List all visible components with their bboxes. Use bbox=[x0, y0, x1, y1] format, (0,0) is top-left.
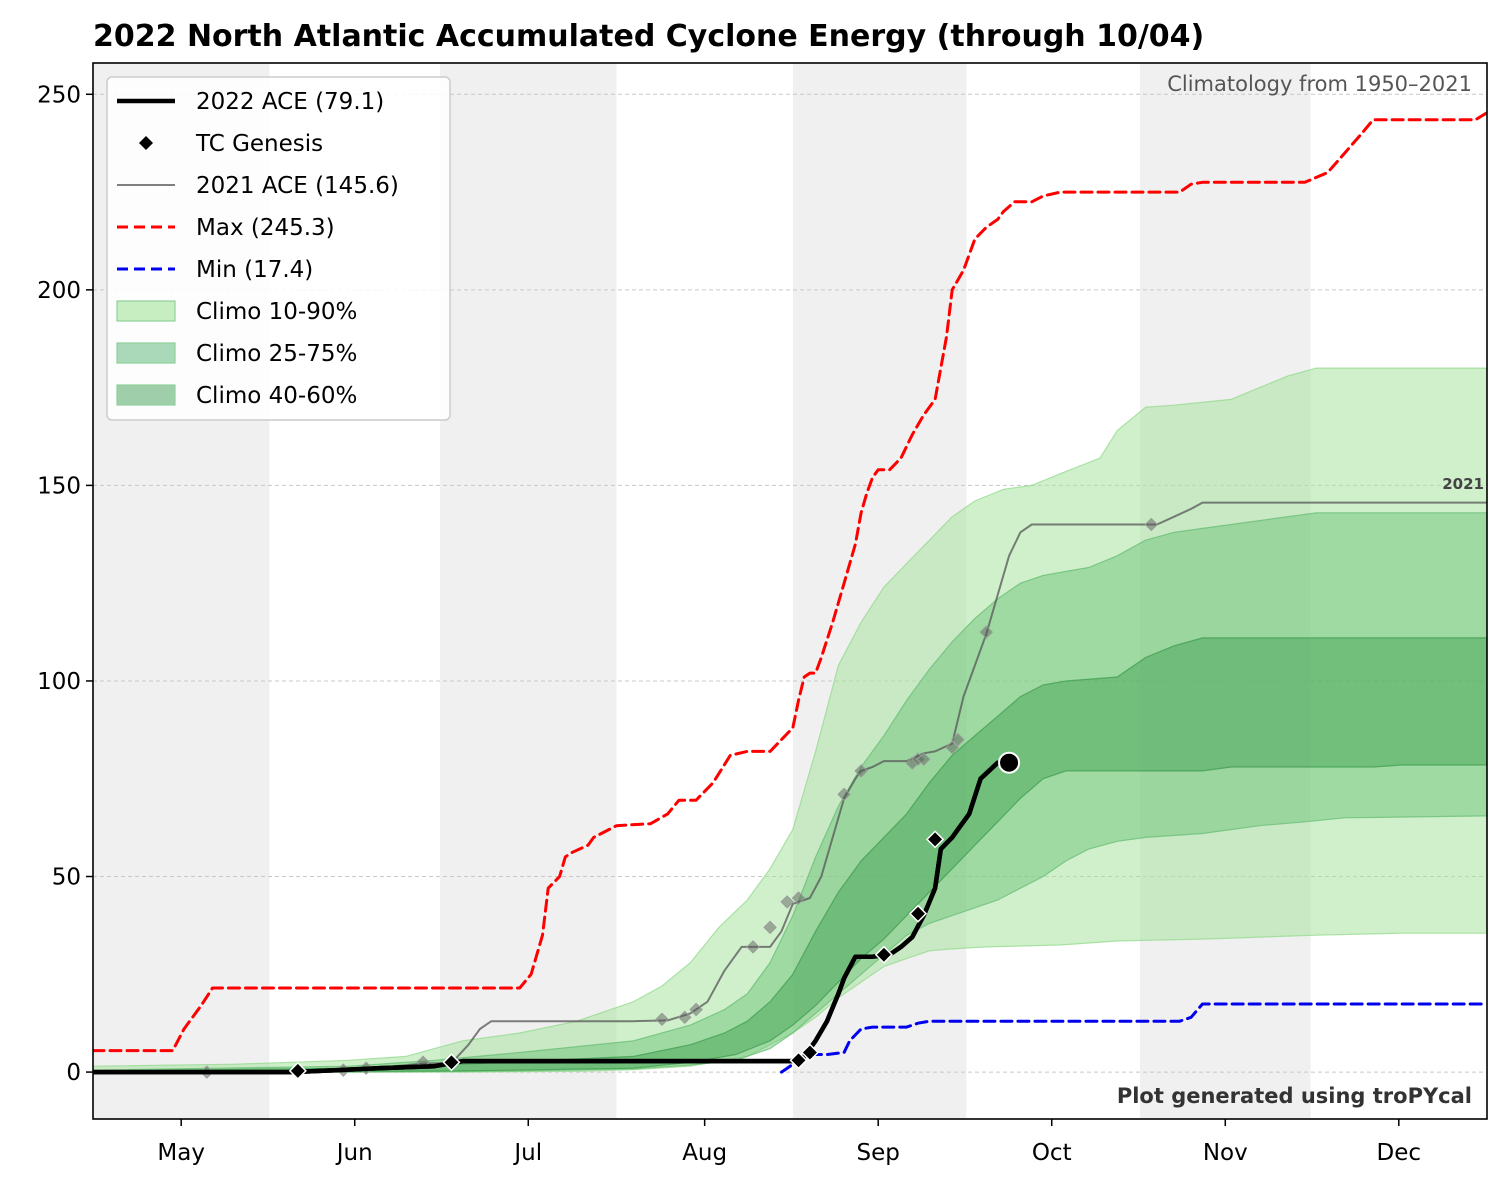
y-tick-label-100: 100 bbox=[37, 669, 81, 695]
y-tick-label-150: 150 bbox=[37, 473, 81, 499]
genesis-2021-5 bbox=[655, 1012, 669, 1026]
legend-swatch-6 bbox=[116, 342, 176, 364]
legend-swatch-7 bbox=[116, 384, 176, 406]
x-tick-label-may: May bbox=[157, 1140, 205, 1166]
legend-label-0: 2022 ACE (79.1) bbox=[196, 89, 384, 115]
legend-label-5: Climo 10-90% bbox=[196, 299, 357, 325]
genesis-2021-12 bbox=[837, 787, 851, 802]
genesis-2021-16 bbox=[917, 752, 931, 766]
x-tick-label-nov: Nov bbox=[1203, 1140, 1248, 1166]
chart-title: 2022 North Atlantic Accumulated Cyclone … bbox=[93, 19, 1204, 54]
genesis-2021-20 bbox=[1144, 517, 1159, 532]
genesis-2021-10 bbox=[780, 895, 794, 909]
genesis-2021-19 bbox=[979, 625, 994, 639]
genesis-2022-0 bbox=[288, 1061, 307, 1080]
legend-label-7: Climo 40-60% bbox=[196, 383, 357, 409]
credit-note: Plot generated using troPYcal bbox=[1117, 1084, 1472, 1108]
genesis-2021-14 bbox=[905, 756, 920, 770]
genesis-2022-1 bbox=[442, 1053, 461, 1072]
x-tick-label-dec: Dec bbox=[1377, 1140, 1422, 1166]
x-tick-label-jun: Jun bbox=[335, 1140, 373, 1166]
y-tick-label-50: 50 bbox=[52, 865, 81, 891]
genesis-2021-6 bbox=[678, 1010, 692, 1025]
legend-label-2: 2021 ACE (145.6) bbox=[196, 173, 399, 199]
genesis-2022-5 bbox=[908, 904, 928, 923]
y-tick-label-0: 0 bbox=[66, 1060, 81, 1086]
legend-label-4: Min (17.4) bbox=[196, 257, 313, 283]
genesis-2021-11 bbox=[791, 891, 806, 905]
legend-swatch-5 bbox=[116, 300, 176, 322]
genesis-2021-8 bbox=[746, 940, 760, 954]
climatology-note: Climatology from 1950–2021 bbox=[1167, 72, 1472, 96]
x-tick-label-sep: Sep bbox=[857, 1140, 900, 1166]
y-tick-label-250: 250 bbox=[37, 82, 81, 108]
series-line-0 bbox=[93, 111, 1487, 1053]
y-tick-label-200: 200 bbox=[37, 278, 81, 304]
legend-label-6: Climo 25-75% bbox=[196, 341, 357, 367]
legend-swatch-1 bbox=[139, 136, 153, 150]
genesis-2021-13 bbox=[854, 764, 868, 778]
series-end-label-2021: 2021 bbox=[1442, 475, 1484, 493]
genesis-2022-6 bbox=[926, 830, 945, 849]
x-tick-label-aug: Aug bbox=[682, 1140, 727, 1166]
series-line-2022-top bbox=[93, 760, 1012, 1075]
genesis-2021-9 bbox=[763, 920, 777, 935]
band-2 bbox=[93, 637, 1487, 1073]
x-tick-label-oct: Oct bbox=[1032, 1140, 1072, 1166]
legend: 2022 ACE (79.1) TC Genesis 2021 ACE (145.6… bbox=[106, 76, 451, 421]
shaded-period-1 bbox=[440, 63, 617, 1119]
genesis-2022-4 bbox=[874, 945, 893, 964]
band-1 bbox=[93, 512, 1487, 1073]
legend-label-3: Max (245.3) bbox=[196, 215, 335, 241]
genesis-2021-7 bbox=[689, 1002, 703, 1017]
genesis-2021-17 bbox=[945, 740, 959, 755]
plot-frame bbox=[92, 62, 1488, 1120]
genesis-2021-18 bbox=[951, 732, 965, 747]
genesis-2022-3 bbox=[800, 1043, 819, 1062]
legend-box bbox=[106, 76, 451, 421]
x-tick-label-jul: Jul bbox=[512, 1140, 542, 1166]
end-marker-2022 bbox=[998, 751, 1021, 774]
axes: 0 50 100 150 200 250 May Jun Jul Aug Sep Oct Nov Dec bbox=[37, 82, 1421, 1166]
legend-label-1: TC Genesis bbox=[195, 131, 323, 157]
genesis-2022-2 bbox=[789, 1051, 808, 1070]
